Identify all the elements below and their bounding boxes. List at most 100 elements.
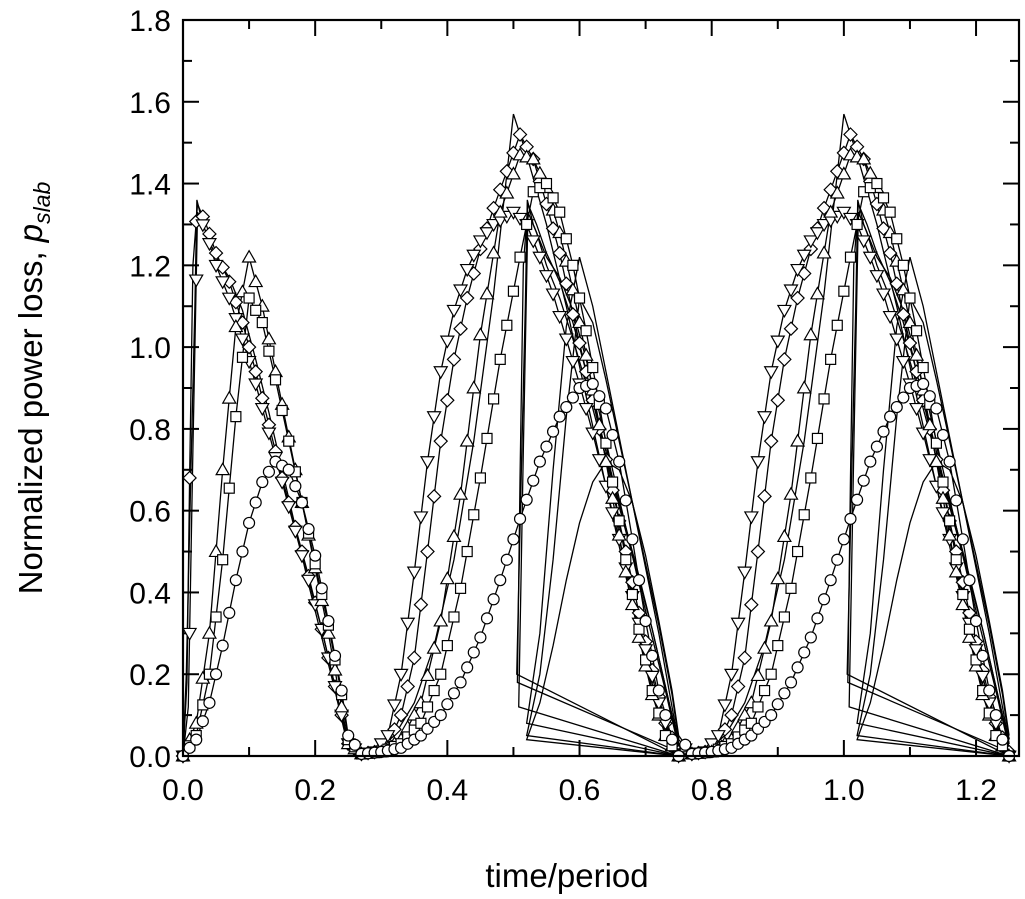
- y-axis-title: Normalized power loss, pslab: [12, 181, 55, 594]
- triangle-down-marker: [710, 730, 726, 744]
- diamond-marker: [763, 433, 779, 449]
- diamond-marker: [459, 290, 475, 306]
- square-marker: [276, 404, 288, 417]
- diamond-marker: [453, 321, 468, 337]
- triangle-down-marker: [446, 304, 462, 319]
- circle-marker: [936, 428, 950, 442]
- diamond-marker: [558, 276, 574, 292]
- triangle-up-marker: [803, 327, 819, 341]
- diamond-marker: [730, 679, 746, 694]
- triangle-down-marker: [413, 511, 429, 525]
- square-marker: [626, 588, 638, 601]
- triangle-down-marker: [393, 668, 409, 682]
- triangle-down-marker: [400, 617, 416, 631]
- square-marker: [778, 611, 790, 623]
- circle-marker: [302, 522, 315, 536]
- triangle-down-marker: [453, 284, 469, 298]
- circle-marker: [434, 709, 447, 722]
- square-marker: [428, 684, 440, 697]
- diamond-marker: [420, 544, 435, 559]
- square-marker: [494, 353, 506, 365]
- circle-marker: [553, 410, 566, 423]
- circle-marker: [586, 377, 599, 391]
- square-marker: [752, 701, 764, 713]
- circle-marker: [996, 733, 1009, 746]
- triangle-up-marker: [776, 528, 792, 543]
- triangle-down-marker: [433, 366, 449, 380]
- square-marker: [263, 345, 275, 357]
- circle-marker: [599, 402, 613, 415]
- x-tick-label: 0.4: [426, 774, 468, 807]
- square-marker: [633, 623, 645, 635]
- triangle-down-marker: [935, 507, 951, 521]
- diamond-marker: [777, 352, 792, 367]
- circle-marker: [229, 574, 242, 587]
- triangle-down-marker: [486, 218, 502, 233]
- square-marker: [904, 292, 916, 304]
- triangle-up-marker: [823, 204, 839, 218]
- triangle-up-marker: [942, 527, 958, 541]
- circle-marker: [804, 631, 817, 644]
- y-tick-label: 0.4: [129, 577, 171, 610]
- triangle-up-marker: [565, 282, 581, 296]
- triangle-down-marker: [386, 699, 403, 713]
- diamond-marker: [433, 433, 449, 449]
- diamond-marker: [400, 679, 416, 694]
- square-marker: [481, 432, 493, 445]
- circle-marker: [282, 463, 295, 476]
- square-marker: [831, 319, 843, 331]
- triangle-up-marker: [215, 462, 231, 476]
- square-marker: [917, 361, 929, 374]
- circle-marker: [665, 733, 679, 746]
- square-marker: [435, 668, 447, 680]
- square-marker: [283, 435, 295, 447]
- diamond-marker: [770, 392, 786, 408]
- circle-marker: [203, 696, 216, 709]
- triangle-down-marker: [869, 270, 885, 284]
- triangle-up-marker: [796, 380, 812, 394]
- square-marker: [514, 251, 526, 263]
- circle-marker: [659, 709, 672, 722]
- circle-marker: [209, 668, 223, 681]
- triangle-down-marker: [201, 238, 217, 252]
- circle-marker: [494, 574, 507, 587]
- diamond-marker: [882, 245, 898, 261]
- x-tick-label: 0.6: [559, 774, 601, 807]
- triangle-down-marker: [763, 366, 779, 380]
- triangle-up-marker: [466, 380, 482, 394]
- circle-marker: [315, 582, 328, 595]
- circle-marker: [837, 533, 850, 546]
- triangle-up-marker: [221, 390, 237, 404]
- circle-marker: [870, 440, 884, 453]
- triangle-up-marker: [261, 331, 277, 345]
- square-marker: [844, 251, 857, 263]
- diamond-marker: [499, 163, 515, 179]
- triangle-down-marker: [889, 333, 905, 347]
- y-tick-label: 1.2: [129, 250, 171, 283]
- triangle-down-marker: [558, 333, 574, 347]
- diamond-marker: [248, 364, 264, 379]
- circle-marker: [467, 646, 480, 659]
- triangle-up-marker: [816, 245, 832, 259]
- circle-marker: [983, 684, 996, 697]
- triangle-up-marker: [624, 597, 640, 611]
- diamond-marker: [724, 707, 739, 723]
- triangle-down-marker: [737, 566, 753, 580]
- triangle-down-marker: [426, 411, 442, 425]
- circle-marker: [262, 465, 276, 478]
- triangle-down-marker: [915, 427, 931, 441]
- y-tick-label: 0.2: [129, 659, 171, 692]
- circle-marker: [461, 661, 474, 674]
- square-marker: [620, 554, 632, 566]
- circle-marker: [857, 474, 870, 487]
- triangle-down-marker: [803, 235, 819, 249]
- triangle-up-marker: [790, 433, 806, 447]
- square-marker: [269, 374, 282, 386]
- y-tick-label: 1.6: [129, 87, 171, 120]
- triangle-up-marker: [433, 613, 449, 627]
- circle-marker: [546, 425, 560, 438]
- triangle-down-marker: [419, 456, 436, 470]
- square-marker: [540, 177, 553, 190]
- square-marker: [613, 515, 625, 527]
- triangle-down-marker: [882, 310, 898, 325]
